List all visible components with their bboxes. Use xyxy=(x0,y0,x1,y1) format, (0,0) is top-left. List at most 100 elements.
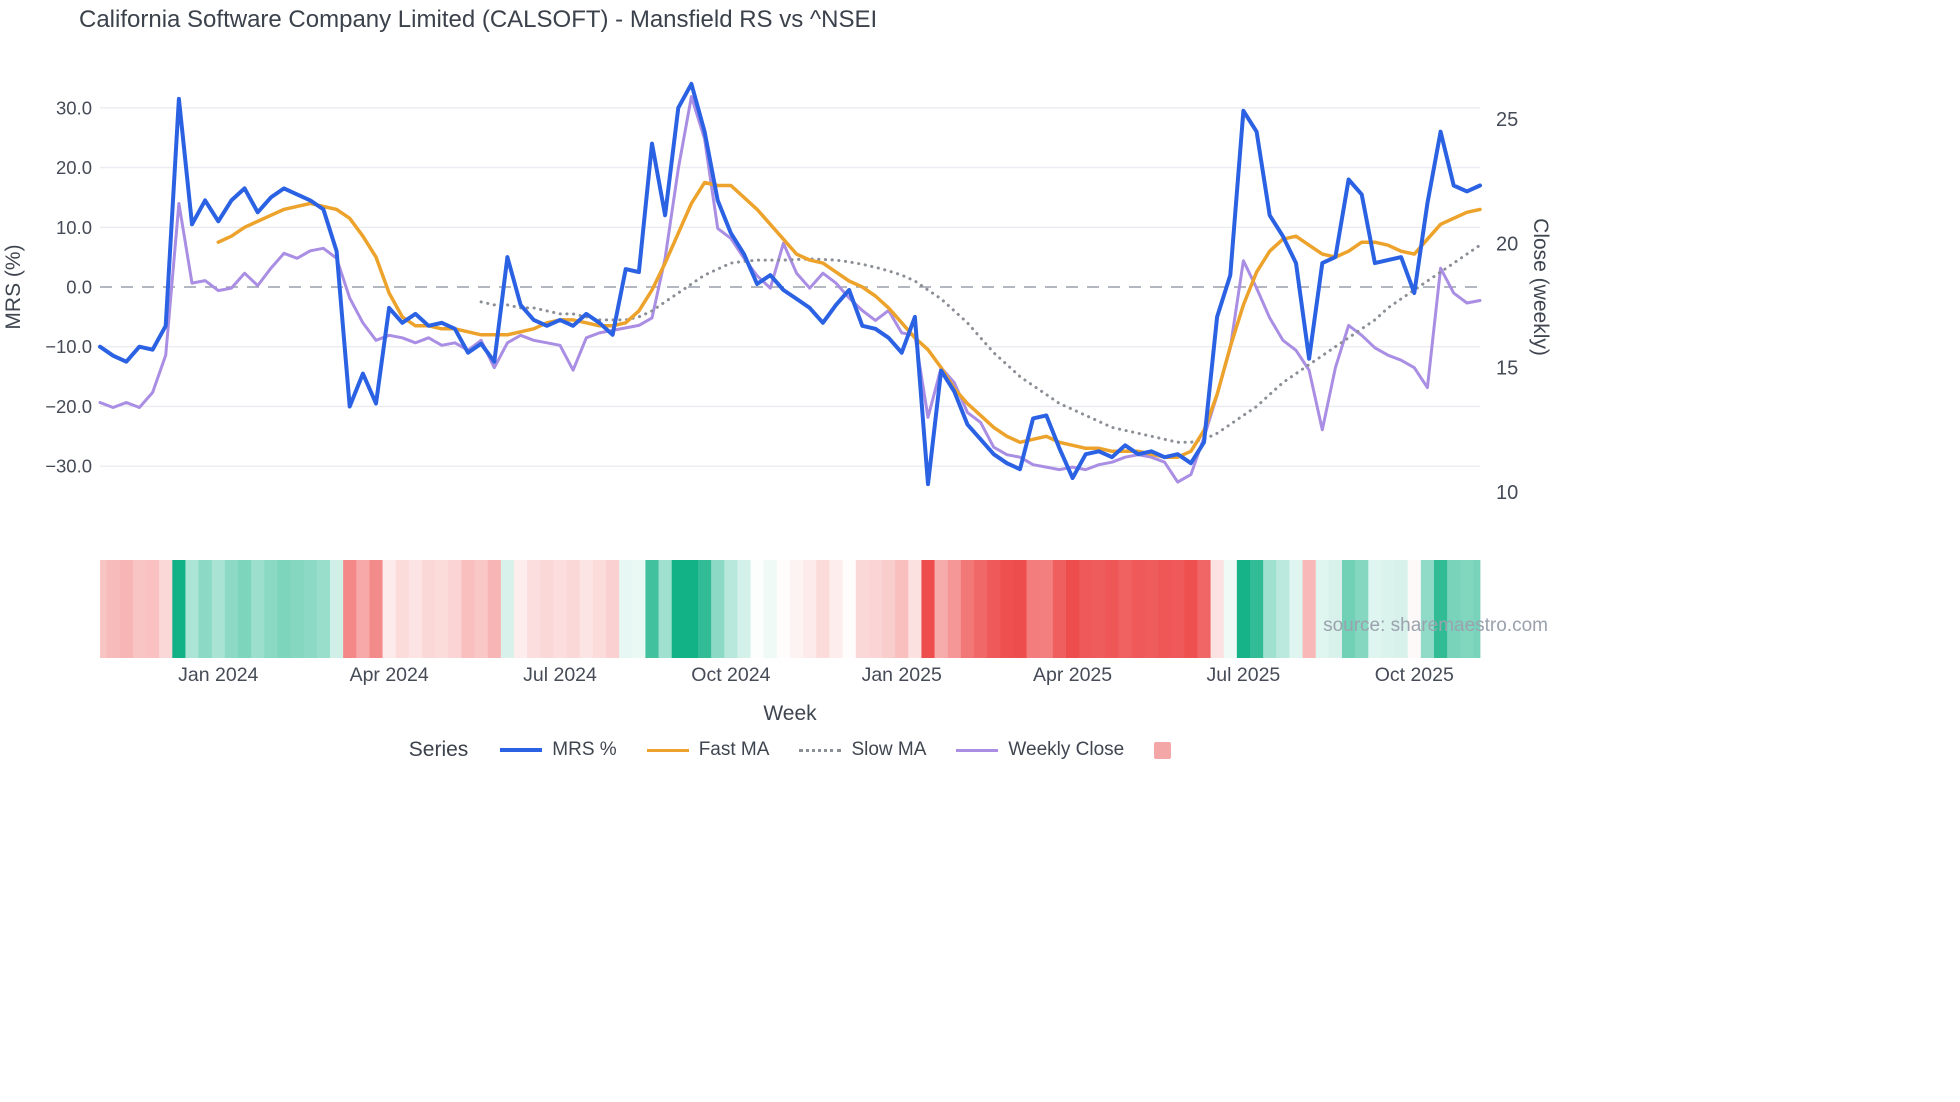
x-tick-label: Jan 2025 xyxy=(862,664,942,686)
heatmap-cell xyxy=(448,560,462,658)
series-line-mrs[interactable] xyxy=(98,81,1482,487)
y-right-tick-label: 10 xyxy=(1496,482,1518,504)
heatmap-cell xyxy=(1276,560,1290,658)
heatmap-cell xyxy=(1420,560,1435,658)
legend-label-weekly-close: Weekly Close xyxy=(1008,739,1125,760)
heatmap-cell xyxy=(1381,560,1395,658)
heatmap-cell xyxy=(829,560,843,658)
heatmap-cell xyxy=(1315,560,1330,658)
heatmap-cell xyxy=(606,560,620,658)
heatmap-cell xyxy=(382,560,397,658)
heatmap-cell xyxy=(100,560,107,658)
heatmap-cell xyxy=(316,560,331,658)
x-tick-label: Jan 2024 xyxy=(178,664,258,686)
heatmap-cell xyxy=(842,560,857,658)
heatmap-cell xyxy=(356,560,370,658)
heatmap-cell xyxy=(750,560,765,658)
y-right-tick-label: 20 xyxy=(1496,233,1518,255)
heatmap-cell xyxy=(632,560,646,658)
heatmap-cell xyxy=(1197,560,1211,658)
heatmap-cell xyxy=(1236,560,1251,658)
heatmap-cell xyxy=(540,560,554,658)
heatmap-cell xyxy=(803,560,817,658)
legend-item-slow-ma[interactable]: Slow MA xyxy=(799,739,926,761)
x-tick-label: Oct 2024 xyxy=(691,664,770,686)
heatmap-cell xyxy=(238,560,252,658)
y-left-tick-label: 0.0 xyxy=(66,277,92,298)
y-left-tick-label: 20.0 xyxy=(56,157,92,178)
heatmap-cell xyxy=(1407,560,1422,658)
heatmap-cell xyxy=(435,560,449,658)
heatmap-cell xyxy=(960,560,975,658)
series-line-slow-ma[interactable] xyxy=(479,243,1482,444)
y-left-tick-label: −20.0 xyxy=(45,396,92,417)
heatmap-cell xyxy=(974,560,988,658)
heatmap-cell xyxy=(619,560,633,658)
heatmap-cell xyxy=(698,560,712,658)
heatmap-cell xyxy=(790,560,804,658)
heatmap-cell xyxy=(1092,560,1106,658)
heatmap-cell xyxy=(816,560,830,658)
y-left-tick-label: 10.0 xyxy=(56,217,92,238)
heatmap-cell xyxy=(1079,560,1093,658)
legend-title: Series xyxy=(408,738,469,761)
heatmap-cell xyxy=(1105,560,1119,658)
series-line-weekly-close[interactable] xyxy=(98,95,1482,484)
heatmap-cell xyxy=(1171,560,1185,658)
heatmap-cell xyxy=(303,560,318,658)
heatmap-cell xyxy=(1355,560,1369,658)
heatmap-cell xyxy=(711,560,725,658)
heatmap-cell xyxy=(1460,560,1474,658)
legend-item-fast-ma[interactable]: Fast MA xyxy=(646,739,770,761)
heatmap-cell xyxy=(330,560,344,658)
heatmap-cell xyxy=(500,560,515,658)
heatmap-cell xyxy=(645,560,659,658)
legend-swatch-weekly-close xyxy=(956,748,999,752)
heatmap-cell xyxy=(1342,560,1356,658)
legend-item-heat-strip[interactable] xyxy=(1154,741,1172,759)
heatmap-cell xyxy=(908,560,922,658)
heatmap-cell xyxy=(185,560,199,658)
heatmap-cell xyxy=(579,560,594,658)
heatmap-cell xyxy=(343,560,357,658)
legend-label-slow-ma: Slow MA xyxy=(851,739,927,760)
x-tick-label: Jul 2024 xyxy=(523,664,597,686)
legend-item-mrs[interactable]: MRS % xyxy=(500,739,617,761)
heatmap-cell xyxy=(947,560,962,658)
heatmap-cell xyxy=(1144,560,1159,658)
legend-item-weekly-close[interactable]: Weekly Close xyxy=(956,739,1124,761)
heatmap-cell xyxy=(1118,560,1133,658)
heatmap-cell xyxy=(671,560,686,658)
y-right-tick-label: 25 xyxy=(1496,109,1518,131)
heatmap-cell xyxy=(251,560,265,658)
heatmap-cell xyxy=(290,560,305,658)
heatmap-cell xyxy=(868,560,883,658)
y-left-tick-label: −30.0 xyxy=(45,456,92,477)
legend-label-fast-ma: Fast MA xyxy=(698,739,770,760)
heatmap-cell xyxy=(1026,560,1041,658)
heatmap-cell xyxy=(1302,560,1317,658)
heatmap-cell xyxy=(422,560,436,658)
legend-swatch-mrs xyxy=(500,748,543,752)
heatmap-cell xyxy=(132,560,147,658)
x-tick-label: Apr 2024 xyxy=(350,664,429,686)
heatmap-cell xyxy=(474,560,489,658)
x-tick-label: Oct 2025 xyxy=(1375,664,1454,686)
heatmap-cell xyxy=(159,560,173,658)
heatmap-cell xyxy=(264,560,278,658)
heatmap-cell xyxy=(763,560,778,658)
heatmap-cell xyxy=(1131,560,1146,658)
heatmap-cell xyxy=(855,560,870,658)
heatmap-cell xyxy=(1328,560,1343,658)
heatmap-cell xyxy=(1184,560,1198,658)
heatmap-cell xyxy=(1000,560,1014,658)
heatmap-cell xyxy=(1473,560,1481,658)
heatmap-cell xyxy=(1434,560,1448,658)
legend-swatch-heat-strip xyxy=(1154,741,1172,759)
heatmap-cell xyxy=(1289,560,1303,658)
heatmap-cell xyxy=(895,560,909,658)
heatmap-cell xyxy=(224,560,239,658)
heatmap-cell xyxy=(1263,560,1277,658)
